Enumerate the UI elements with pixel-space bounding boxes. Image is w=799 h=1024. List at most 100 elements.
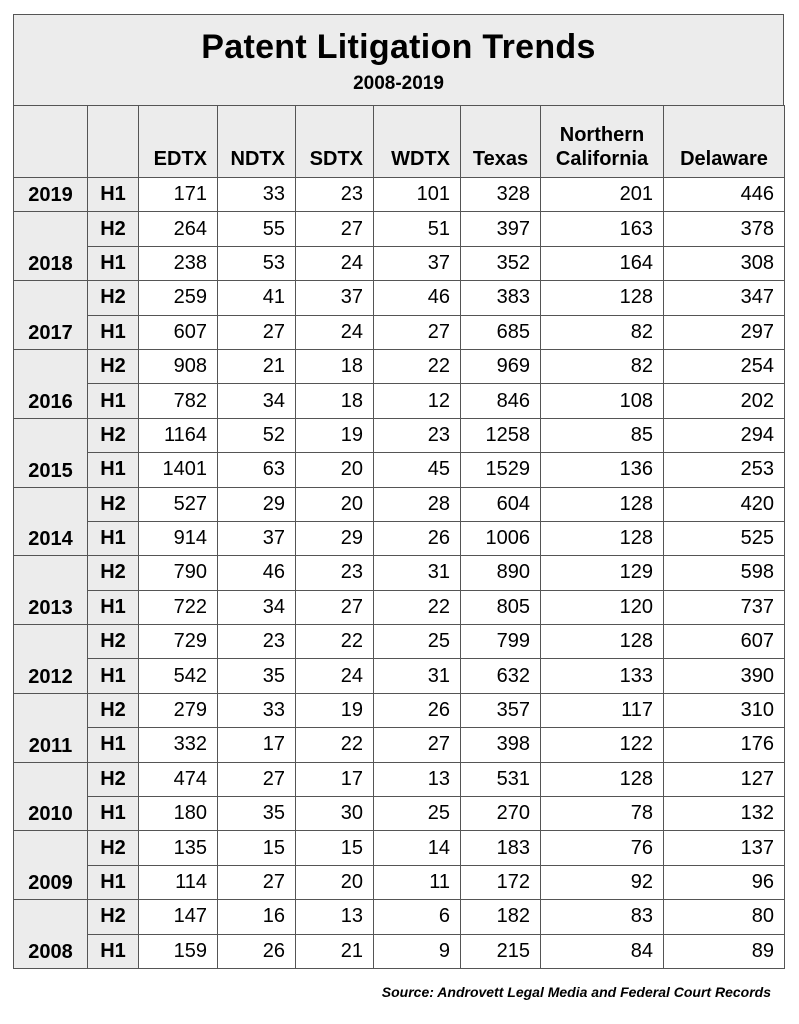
value-cell: 30 (295, 796, 374, 832)
year-cell: 2014 (13, 486, 88, 557)
value-cell: 531 (460, 761, 541, 798)
value-cell: 202 (663, 383, 785, 419)
header-blank-cell (87, 105, 139, 178)
value-cell: 27 (295, 589, 374, 626)
value-cell: 128 (540, 280, 664, 316)
value-cell: 846 (460, 383, 541, 419)
value-cell: 80 (663, 899, 785, 935)
table-row: H1 332 17 22 27 398 122 176 (14, 727, 785, 763)
table-row: 2011 H2 279 33 19 26 357 117 310 (13, 692, 785, 763)
value-cell: 33 (217, 176, 296, 213)
value-cell: 805 (460, 589, 541, 626)
value-cell: 352 (460, 245, 541, 282)
value-cell: 27 (217, 761, 296, 798)
year-cell: 2012 (13, 624, 88, 694)
value-cell: 525 (663, 520, 785, 557)
value-cell: 259 (138, 280, 218, 316)
value-cell: 25 (373, 796, 461, 832)
value-cell: 25 (373, 624, 461, 660)
value-cell: 397 (460, 211, 541, 247)
year-cell: 2008 (13, 899, 88, 969)
half-cell: H2 (87, 555, 139, 591)
column-header: Texas (460, 105, 541, 178)
half-cell: H2 (87, 486, 139, 522)
value-cell: 26 (373, 692, 461, 729)
table-row: 2012 H2 729 23 22 25 799 128 607 (13, 624, 785, 694)
value-cell: 27 (217, 314, 296, 350)
table-row: 2019 H1 171 33 23 101 328 201 446 (13, 176, 785, 213)
value-cell: 127 (663, 761, 785, 798)
value-cell: 446 (663, 176, 785, 213)
table-row: H1 914 37 29 26 1006 128 525 (14, 520, 785, 557)
value-cell: 163 (540, 211, 664, 247)
value-cell: 1401 (138, 452, 218, 488)
table-row: 2017 H2 259 41 37 46 383 128 347 (13, 280, 785, 350)
value-cell: 790 (138, 555, 218, 591)
value-cell: 128 (540, 761, 664, 798)
table-row: H1 159 26 21 9 215 84 89 (14, 933, 785, 969)
value-cell: 398 (460, 727, 541, 763)
value-cell: 128 (540, 624, 664, 660)
value-cell: 183 (460, 830, 541, 866)
value-cell: 22 (295, 727, 374, 763)
value-cell: 27 (295, 211, 374, 247)
value-cell: 17 (217, 727, 296, 763)
table-body: 2019 H1 171 33 23 101 328 201 446 2018 H2 264 55 27 51… (13, 176, 785, 969)
half-cell: H1 (87, 383, 139, 419)
value-cell: 76 (540, 830, 664, 866)
value-cell: 347 (663, 280, 785, 316)
value-cell: 270 (460, 796, 541, 832)
year-cell: 2013 (13, 555, 88, 626)
value-cell: 52 (217, 417, 296, 454)
column-header: EDTX (138, 105, 218, 178)
value-cell: 120 (540, 589, 664, 626)
value-cell: 238 (138, 245, 218, 282)
value-cell: 46 (373, 280, 461, 316)
table-row: H1 722 34 27 22 805 120 737 (14, 589, 785, 626)
header-row: EDTX NDTX SDTX WDTX Texas Northern California… (13, 105, 785, 178)
table-row: H1 542 35 24 31 632 133 390 (14, 658, 785, 694)
value-cell: 26 (217, 933, 296, 969)
value-cell: 27 (373, 727, 461, 763)
value-cell: 1164 (138, 417, 218, 454)
value-cell: 420 (663, 486, 785, 522)
table-row: 2008 H2 147 16 13 6 182 83 80 (13, 899, 785, 969)
table-row: H1 1401 63 20 45 1529 136 253 (14, 452, 785, 488)
value-cell: 328 (460, 176, 541, 213)
value-cell: 176 (663, 727, 785, 763)
half-cell: H2 (87, 211, 139, 247)
table-row: 2013 H2 790 46 23 31 890 129 598 (13, 555, 785, 626)
value-cell: 310 (663, 692, 785, 729)
year-cell: 2009 (13, 830, 88, 901)
half-cell: H2 (87, 692, 139, 729)
value-cell: 6 (373, 899, 461, 935)
half-cell: H2 (87, 348, 139, 385)
year-cell: 2016 (13, 348, 88, 419)
value-cell: 23 (295, 555, 374, 591)
value-cell: 37 (217, 520, 296, 557)
value-cell: 542 (138, 658, 218, 694)
value-cell: 294 (663, 417, 785, 454)
half-cell: H1 (87, 864, 139, 901)
value-cell: 182 (460, 899, 541, 935)
value-cell: 378 (663, 211, 785, 247)
value-cell: 136 (540, 452, 664, 488)
value-cell: 20 (295, 486, 374, 522)
table-row: H1 180 35 30 25 270 78 132 (14, 796, 785, 832)
value-cell: 527 (138, 486, 218, 522)
value-cell: 22 (373, 348, 461, 385)
value-cell: 132 (663, 796, 785, 832)
table-row: H1 238 53 24 37 352 164 308 (14, 245, 785, 282)
year-cell: 2015 (13, 417, 88, 488)
value-cell: 96 (663, 864, 785, 901)
value-cell: 27 (373, 314, 461, 350)
value-cell: 607 (663, 624, 785, 660)
chart-title: Patent Litigation Trends (201, 28, 596, 66)
value-cell: 122 (540, 727, 664, 763)
half-cell: H1 (87, 520, 139, 557)
table-frame: Patent Litigation Trends 2008-2019 EDTX N… (13, 14, 785, 969)
value-cell: 604 (460, 486, 541, 522)
value-cell: 147 (138, 899, 218, 935)
value-cell: 159 (138, 933, 218, 969)
column-header: Delaware (663, 105, 785, 178)
